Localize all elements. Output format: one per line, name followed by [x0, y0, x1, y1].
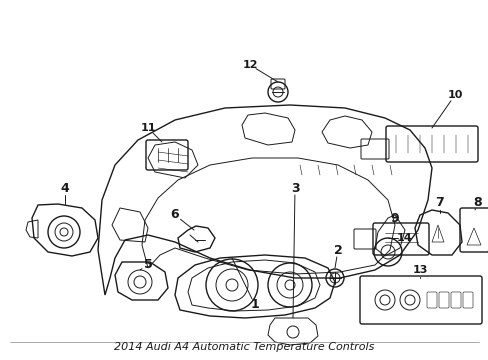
Text: 12: 12	[242, 60, 257, 70]
Text: 2: 2	[333, 243, 342, 256]
Text: 4: 4	[61, 181, 69, 194]
Text: 1: 1	[250, 298, 259, 311]
Text: 8: 8	[473, 195, 481, 208]
Text: 10: 10	[447, 90, 462, 100]
Text: 2014 Audi A4 Automatic Temperature Controls: 2014 Audi A4 Automatic Temperature Contr…	[114, 342, 374, 352]
Text: 13: 13	[411, 265, 427, 275]
Text: 14: 14	[396, 233, 412, 243]
Text: 11: 11	[140, 123, 156, 133]
Text: 3: 3	[290, 181, 299, 194]
Text: 7: 7	[435, 197, 444, 210]
Text: 6: 6	[170, 208, 179, 221]
Text: 9: 9	[390, 211, 399, 225]
Text: 5: 5	[143, 258, 152, 271]
